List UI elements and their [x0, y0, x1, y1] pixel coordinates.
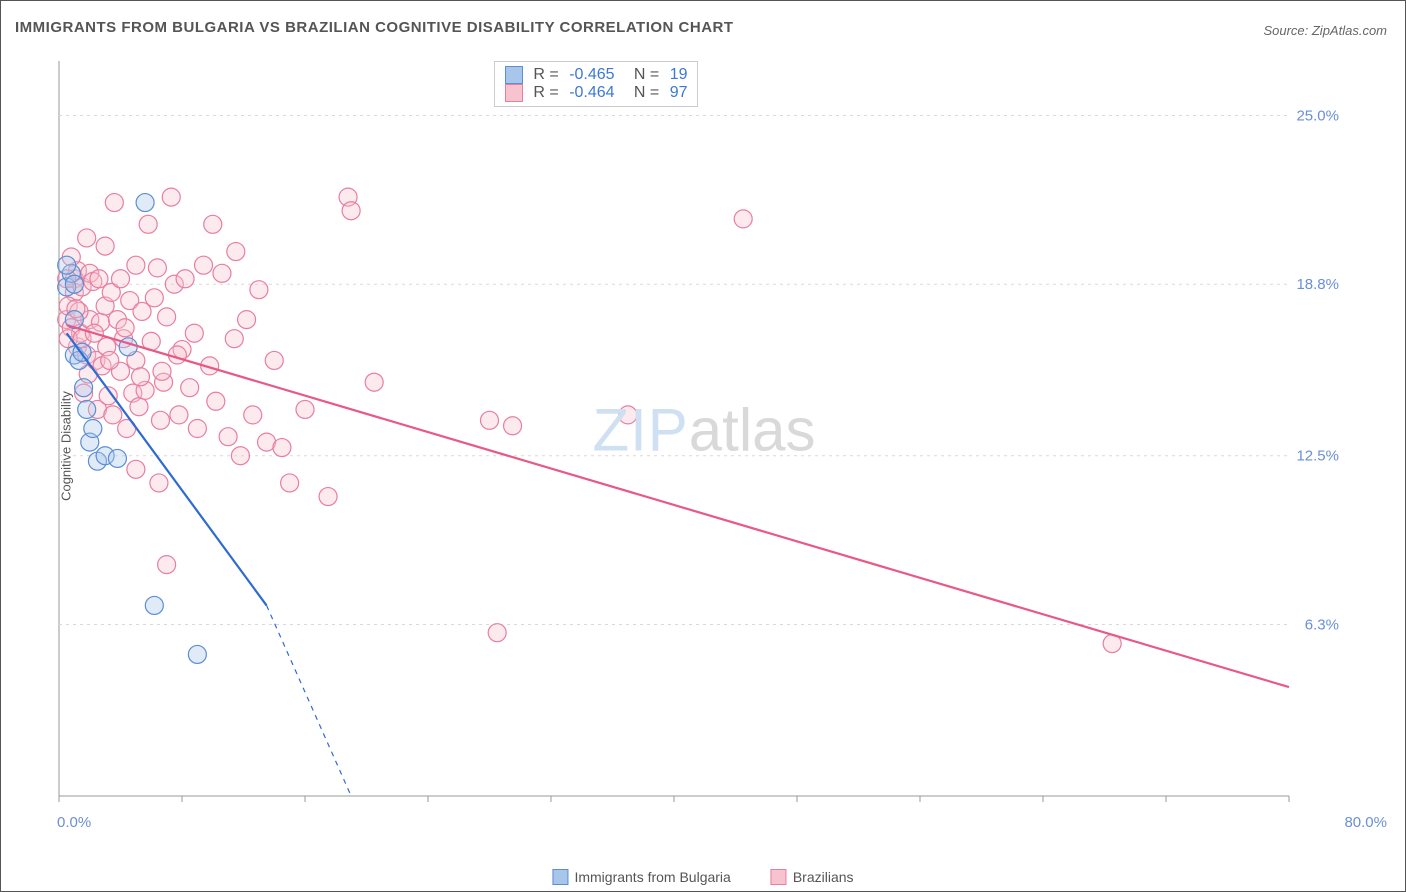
chart-title: IMMIGRANTS FROM BULGARIA VS BRAZILIAN CO… [15, 19, 734, 36]
svg-text:25.0%: 25.0% [1296, 107, 1339, 124]
scatter-chart-svg: 6.3% 12.5% 18.8% 25.0% [49, 56, 1359, 836]
legend-item: Brazilians [771, 869, 854, 885]
legend-swatch [505, 84, 523, 102]
legend-swatch [505, 66, 523, 84]
correlation-stats-legend: R = -0.465 N = 19R = -0.464 N = 97 [494, 61, 698, 107]
legend-swatch [771, 869, 787, 885]
svg-text:12.5%: 12.5% [1296, 448, 1339, 465]
svg-text:18.8%: 18.8% [1296, 276, 1339, 293]
source-attribution: Source: ZipAtlas.com [1263, 23, 1387, 38]
chart-container: IMMIGRANTS FROM BULGARIA VS BRAZILIAN CO… [0, 0, 1406, 892]
stats-row: R = -0.465 N = 19 [505, 66, 687, 84]
x-axis-max-label: 80.0% [1344, 814, 1387, 831]
svg-text:6.3%: 6.3% [1305, 617, 1339, 634]
legend-item: Immigrants from Bulgaria [552, 869, 730, 885]
x-axis-min-label: 0.0% [57, 814, 91, 831]
legend-swatch [552, 869, 568, 885]
stats-row: R = -0.464 N = 97 [505, 84, 687, 102]
series-legend: Immigrants from Bulgaria Brazilians [552, 869, 853, 885]
plot-area: 6.3%12.5%18.8%25.0% ZIPatlas R = -0.465 … [49, 56, 1359, 836]
